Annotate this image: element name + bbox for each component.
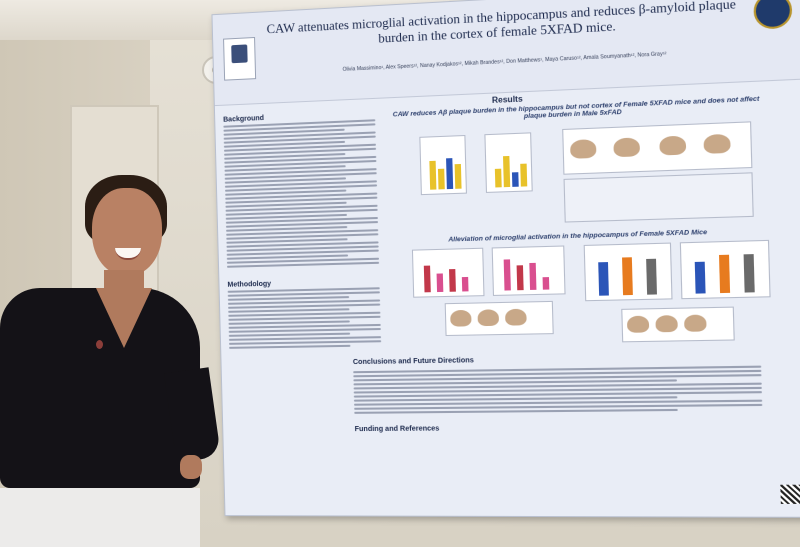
figure-brain-slices-3 (621, 307, 735, 343)
figure-brain-slices-2 (445, 301, 554, 336)
figure-caption-box (564, 172, 754, 222)
section-results: Results (492, 94, 523, 105)
poster-title: CAW attenuates microglial activation in … (263, 0, 741, 53)
figure-cortex (419, 135, 467, 195)
results-subhead-1: CAW reduces Aβ plaque burden in the hipp… (393, 95, 760, 125)
figure-hippocampus (484, 132, 532, 193)
research-poster: CAW attenuates microglial activation in … (211, 0, 800, 518)
figure-microglia-4 (680, 240, 771, 299)
white-pants (0, 488, 200, 547)
conclusions-text (353, 363, 762, 415)
pendant-necklace (96, 340, 103, 349)
va-seal-icon (753, 0, 792, 30)
logo-left-icon (223, 37, 256, 81)
section-funding: Funding and References (355, 425, 440, 433)
qr-code-icon (780, 485, 800, 504)
section-conclusions: Conclusions and Future Directions (353, 357, 474, 366)
figure-brain-slices (562, 121, 752, 174)
figure-microglia-3 (584, 243, 673, 302)
poster-authors: Olivia Massimino¹, Alex Speers¹², Nanay … (284, 48, 730, 77)
figure-microglia-2 (492, 245, 566, 295)
face (92, 188, 162, 276)
figure-microglia-1 (412, 248, 485, 298)
poster-header: CAW attenuates microglial activation in … (212, 0, 800, 106)
presenter-person (0, 170, 215, 547)
neckline (96, 288, 152, 348)
hand (180, 455, 202, 479)
